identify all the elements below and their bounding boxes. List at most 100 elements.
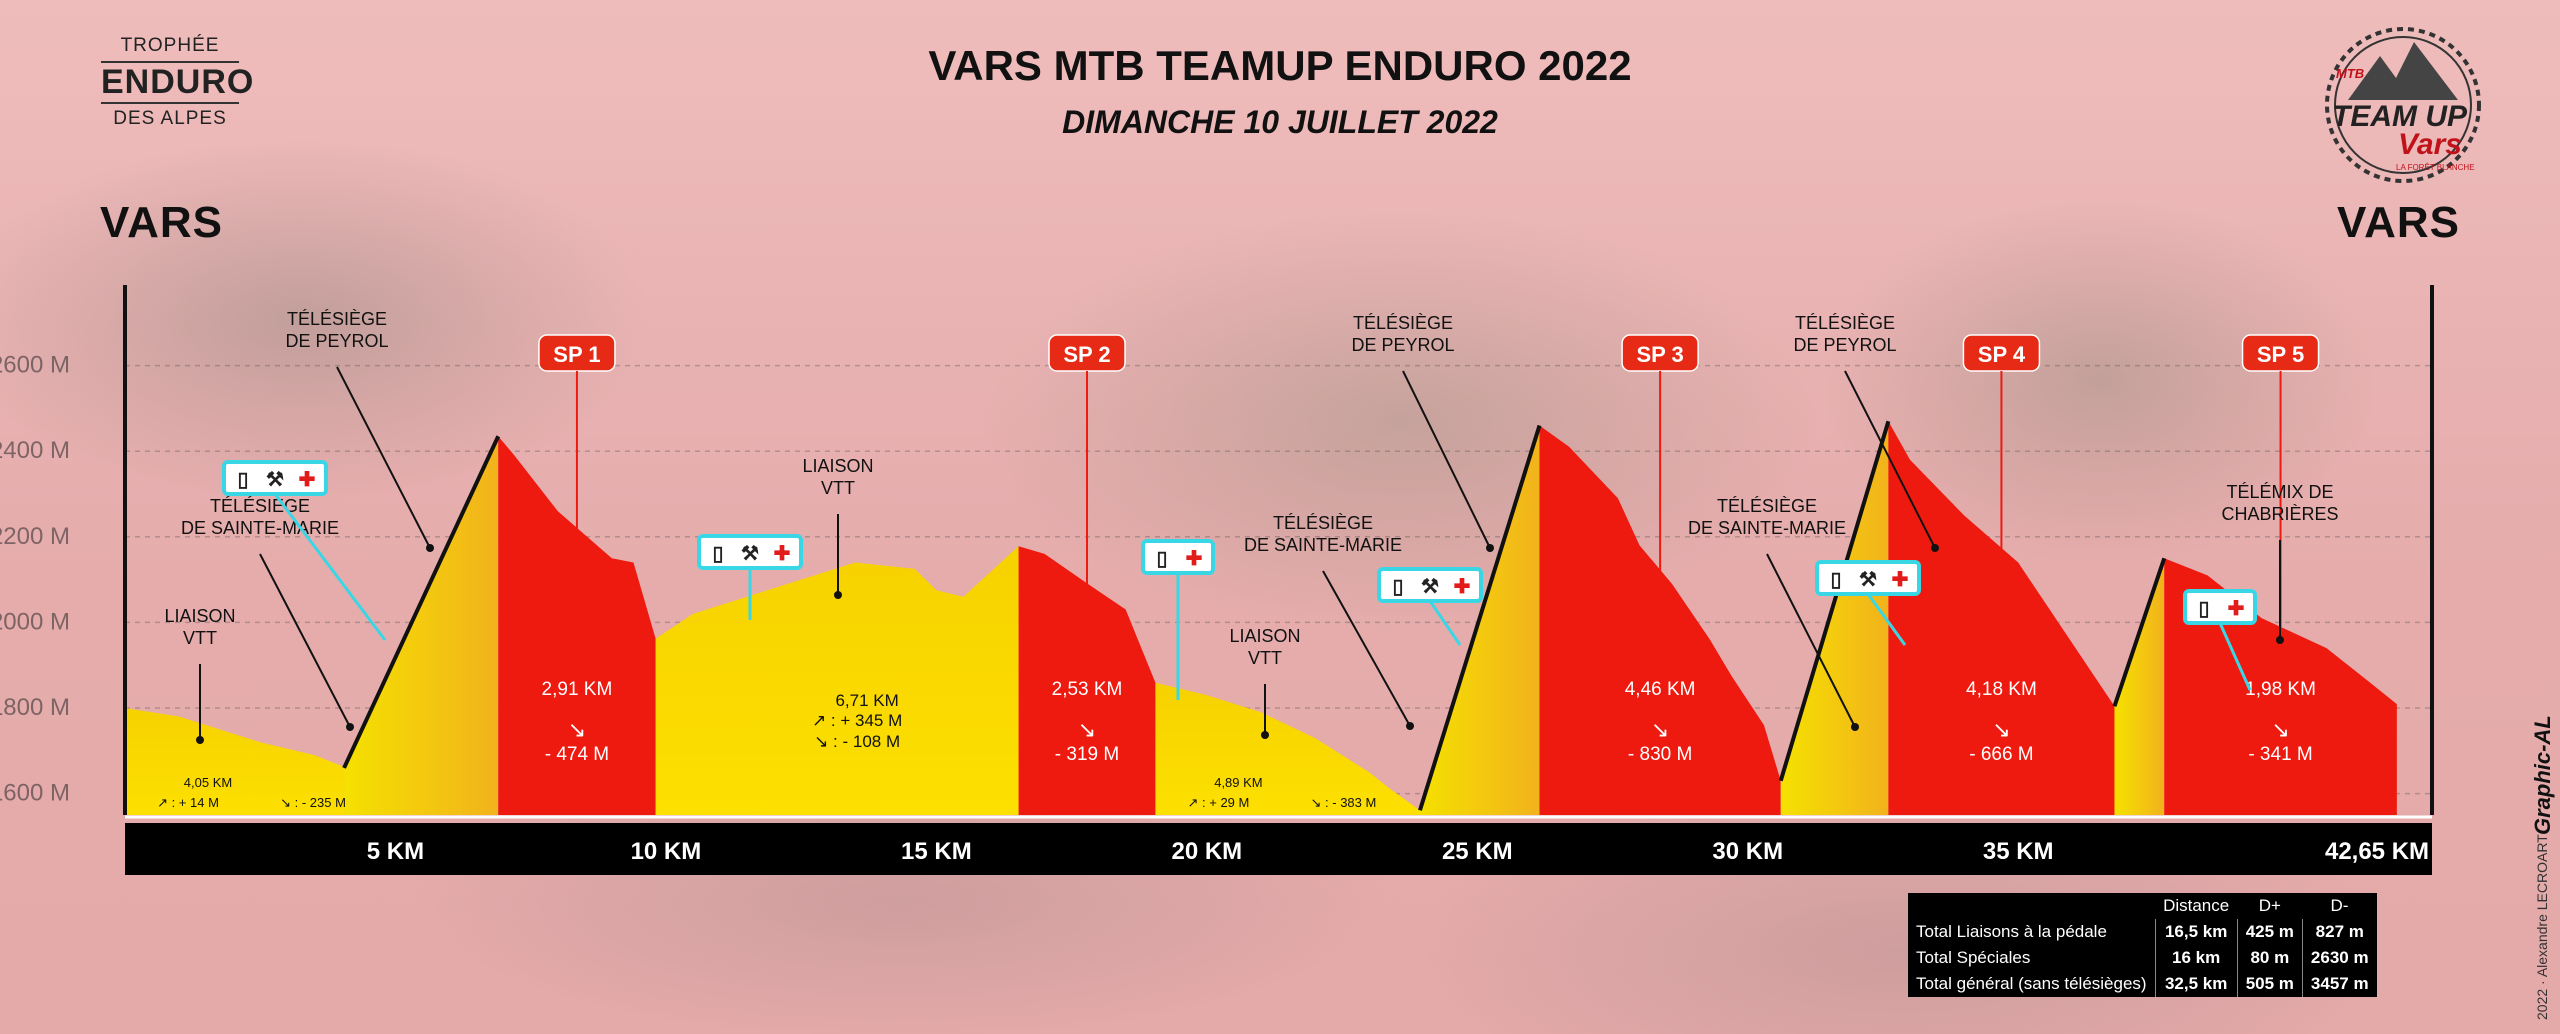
logo-left-line3: DES ALPES	[113, 108, 227, 129]
medical-icon: ✚	[1454, 576, 1471, 598]
chairlift-line	[2112, 557, 2167, 707]
row-dplus: 80 m	[2236, 945, 2303, 971]
logo-right-main: TEAM UP	[2332, 100, 2467, 133]
annotation-leader	[1766, 553, 1856, 728]
logo-left-line2: ENDURO	[101, 61, 253, 104]
totals-header-dplus: D+	[2258, 896, 2281, 915]
annotation-leader	[1322, 570, 1411, 727]
stage-drop-label: - 474 M	[545, 744, 609, 765]
y-tick-label: 2600 M	[0, 352, 70, 379]
stage-distance-label: 1,98 KM	[2245, 679, 2316, 700]
totals-corner	[1908, 893, 2155, 919]
totals-header-distance: Distance	[2163, 896, 2230, 915]
water-icon: ▯	[1392, 576, 1403, 598]
annotation-label-line2: VTT	[183, 628, 217, 648]
aid-station-pointer	[2218, 622, 2252, 691]
stage-drop-label: - 830 M	[1628, 744, 1692, 765]
special-stage-area	[498, 436, 656, 815]
aid-station-box	[2183, 589, 2257, 625]
annotation-label-line1: TÉLÉSIÈGE	[287, 309, 387, 329]
liaison-area	[1155, 682, 1420, 815]
chairlift-line	[342, 435, 501, 769]
chairlift-line	[1418, 424, 1542, 811]
stage-badge-label: SP 5	[2257, 342, 2304, 367]
chairlift-line	[1778, 420, 1891, 782]
y-tick-label: 1600 M	[0, 780, 70, 807]
annotation-dot	[426, 544, 434, 552]
copyright-credit: 2022 · Alexandre LECROART	[2534, 834, 2550, 1020]
stage-arrow: ↘	[2271, 717, 2289, 742]
annotation-dot	[1406, 722, 1414, 730]
tools-icon: ⚒	[741, 543, 759, 565]
liaison-descent-label: ↘ : - 383 M	[1311, 795, 1377, 810]
row-dminus: 3457 m	[2301, 971, 2377, 997]
annotation-label-line1: LIAISON	[164, 606, 235, 626]
x-axis-band	[125, 823, 2432, 875]
graphic-credit: Graphic-AL	[2530, 715, 2555, 835]
y-tick-label: 1800 M	[0, 694, 70, 721]
medical-icon: ✚	[299, 469, 316, 491]
row-distance: 32,5 km	[2154, 971, 2238, 997]
totals-header-row: Distance D+ D-	[1908, 893, 2377, 919]
logo-right-small: MTB	[2336, 66, 2365, 81]
liaison-distance-label: 4,89 KM	[1214, 775, 1262, 790]
annotation-label-line2: DE SAINTE-MARIE	[1244, 535, 1402, 555]
x-tick-label: 35 KM	[1983, 838, 2054, 865]
aid-station-box	[1141, 539, 1215, 575]
annotation-dot	[1486, 544, 1494, 552]
water-icon: ▯	[1830, 569, 1841, 591]
row-distance: 16,5 km	[2154, 919, 2238, 945]
chart-title: VARS MTB TEAMUP ENDURO 2022	[928, 42, 1632, 89]
water-icon: ▯	[712, 543, 723, 565]
annotation-label-line2: DE PEYROL	[1793, 335, 1896, 355]
logo-left-line1: TROPHÉE	[120, 35, 220, 56]
annotation-dot	[346, 723, 354, 731]
stage-drop-label: - 666 M	[1969, 744, 2033, 765]
lift-area	[1780, 421, 1889, 815]
totals-header-dminus: D-	[2330, 896, 2349, 915]
row-dplus: 425 m	[2236, 919, 2303, 945]
liaison-descent-label: ↘ : - 235 M	[280, 795, 346, 810]
water-icon: ▯	[1156, 548, 1167, 570]
annotation-leader	[336, 366, 431, 549]
stage-distance-label: 4,46 KM	[1625, 679, 1696, 700]
liaison-climb-label: ↗ : + 14 M	[157, 795, 219, 810]
annotation-dot	[196, 736, 204, 744]
stage-badge-label: SP 4	[1978, 342, 2026, 367]
x-tick-label: 30 KM	[1712, 838, 1783, 865]
lift-area	[2114, 558, 2165, 815]
teamup-vars-logo: MTB TEAM UP Vars LA FORÊT BLANCHE	[2318, 20, 2488, 190]
stage-drop-label: - 319 M	[1055, 744, 1119, 765]
annotation-label-line2: DE SAINTE-MARIE	[181, 518, 339, 538]
liaison-area	[655, 546, 1019, 815]
annotation-label-line1: TÉLÉSIÈGE	[1795, 313, 1895, 333]
y-tick-label: 2400 M	[0, 437, 70, 464]
stage-arrow: ↘	[1651, 717, 1669, 742]
medical-icon: ✚	[1186, 548, 1203, 570]
liaison-climb-label: ↗ : + 345 M	[812, 711, 902, 730]
special-stage-area	[1539, 425, 1781, 815]
row-label: Total Liaisons à la pédale	[1916, 922, 2107, 941]
row-label: Total Spéciales	[1916, 948, 2031, 967]
stage-distance-label: 4,18 KM	[1966, 679, 2037, 700]
annotation-label-line1: TÉLÉSIÈGE	[1353, 313, 1453, 333]
tools-icon: ⚒	[1859, 569, 1877, 591]
annotation-label-line2: CHABRIÈRES	[2221, 504, 2338, 524]
special-stage-area	[1018, 546, 1156, 815]
x-tick-label: 10 KM	[631, 838, 702, 865]
annotation-leader	[259, 553, 351, 728]
trophee-enduro-logo: TROPHÉE ENDURO DES ALPES	[95, 35, 253, 165]
stage-badge-label: SP 3	[1636, 342, 1683, 367]
liaison-climb-label: ↗ : + 29 M	[1188, 795, 1250, 810]
stage-arrow: ↘	[1992, 717, 2010, 742]
y-tick-label: 2000 M	[0, 608, 70, 635]
annotation-label-line1: TÉLÉMIX DE	[2226, 482, 2333, 502]
tools-icon: ⚒	[266, 469, 284, 491]
water-icon: ▯	[237, 469, 248, 491]
annotation-label-line2: VTT	[821, 478, 855, 498]
aid-station-pointer	[1428, 600, 1462, 646]
annotation-label-line2: DE PEYROL	[1351, 335, 1454, 355]
stage-drop-label: - 341 M	[2248, 744, 2312, 765]
